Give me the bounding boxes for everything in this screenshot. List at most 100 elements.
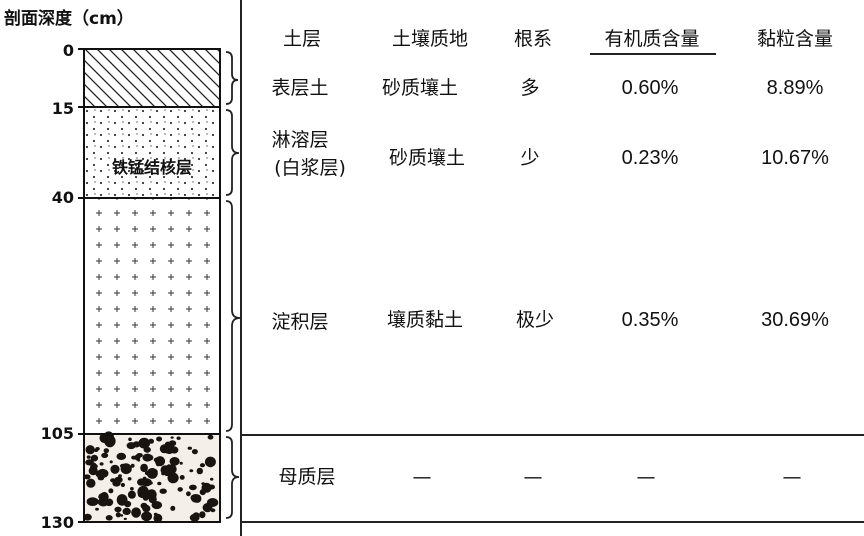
pebble: [99, 432, 110, 444]
pebble: [122, 507, 131, 515]
pebble: [105, 515, 113, 521]
pebble: [210, 477, 214, 481]
row4-organic-dash: —: [636, 466, 656, 488]
depth-label-105: 105: [40, 424, 74, 443]
deposition-layer-fill: [83, 197, 221, 435]
pebble: [114, 506, 122, 513]
pebble: [154, 456, 166, 467]
pebble: [86, 455, 91, 459]
depth-label-130: 130: [40, 513, 74, 532]
row2-layer: 淋溶层: [271, 129, 329, 151]
pebble: [100, 491, 109, 501]
pebble: [83, 474, 91, 480]
table-bottom-border: [240, 521, 864, 523]
pebble: [103, 448, 110, 454]
pebble: [120, 482, 125, 488]
pebble: [189, 484, 197, 491]
pebble: [112, 480, 121, 487]
pebble: [140, 463, 149, 473]
pebble: [126, 442, 136, 450]
pebble: [169, 457, 180, 466]
row4-clay-dash: —: [782, 466, 802, 488]
header-texture: 土壤质地: [391, 28, 468, 50]
depth-label-15: 15: [51, 99, 74, 118]
pebble: [123, 517, 127, 521]
pebble: [186, 491, 191, 497]
pebble: [128, 437, 132, 442]
pebble: [141, 511, 153, 522]
depth-label-40: 40: [51, 188, 74, 207]
pebble: [118, 474, 122, 478]
row1-roots: 多: [520, 77, 540, 99]
row1-organic: 0.60%: [621, 77, 679, 99]
pebble: [142, 453, 153, 462]
depth-label-0: 0: [62, 41, 74, 60]
pebble: [148, 495, 157, 504]
pebble: [94, 448, 99, 453]
pebble: [191, 449, 198, 455]
pebble: [143, 480, 147, 484]
header-layer: 土层: [282, 28, 321, 50]
row2-roots: 少: [520, 147, 540, 169]
brace-leaching: [225, 109, 240, 196]
pebble: [199, 489, 206, 496]
pebble: [127, 477, 132, 481]
pebble: [86, 478, 96, 488]
pebble: [85, 445, 95, 455]
pebble: [159, 488, 167, 494]
row3-layer: 淀积层: [271, 311, 329, 333]
pebble: [86, 497, 99, 506]
pebble: [124, 500, 132, 508]
pebble: [143, 446, 151, 453]
pebble: [130, 463, 135, 468]
pebble: [179, 461, 183, 465]
pebble: [110, 464, 120, 474]
row1-clay: 8.89%: [766, 77, 824, 99]
pebble: [157, 481, 162, 486]
leaching-layer-fill: [83, 106, 221, 199]
pebble: [163, 443, 175, 455]
pebble: [207, 434, 214, 440]
row2-clay: 10.67%: [761, 147, 829, 169]
pebble: [95, 507, 99, 511]
pebble: [120, 514, 124, 517]
pebble: [108, 488, 114, 494]
row2-layer-sub: (白浆层): [274, 157, 346, 179]
pebble: [105, 498, 114, 507]
pebble: [95, 470, 106, 478]
pebble: [131, 455, 137, 460]
pebble: [210, 508, 216, 513]
pebble: [170, 505, 176, 511]
pebble: [116, 452, 127, 460]
table-left-border: [240, 0, 242, 536]
profile-depth-title: 剖面深度（cm）: [4, 9, 134, 29]
pebble: [204, 456, 216, 468]
pebble: [109, 460, 113, 464]
pebble: [130, 487, 134, 491]
pebble: [153, 513, 163, 523]
pebble: [196, 467, 203, 475]
row1-layer: 表层土: [271, 77, 329, 99]
row3-texture: 壤质黏土: [386, 309, 463, 331]
pebble: [90, 454, 99, 462]
row2-texture: 砂质壤土: [388, 147, 465, 169]
topsoil-layer-fill: [83, 48, 221, 108]
pebble: [209, 484, 215, 490]
pebble: [153, 512, 158, 516]
pebble: [156, 436, 163, 442]
pebble: [142, 505, 149, 511]
pebble: [177, 487, 183, 492]
pebble: [131, 507, 142, 518]
pebble: [138, 437, 151, 449]
row2-organic: 0.23%: [621, 147, 679, 169]
pebble: [120, 463, 132, 475]
pebble: [137, 490, 148, 499]
row4-roots-dash: —: [523, 466, 543, 488]
nodule-layer-label: 铁锰结核层: [111, 158, 192, 177]
pebble: [199, 463, 206, 468]
brace-topsoil: [225, 51, 239, 105]
pebble: [146, 468, 158, 479]
pebble: [192, 512, 200, 519]
parent-material-pebbles: [83, 431, 219, 523]
pebble: [127, 490, 136, 499]
